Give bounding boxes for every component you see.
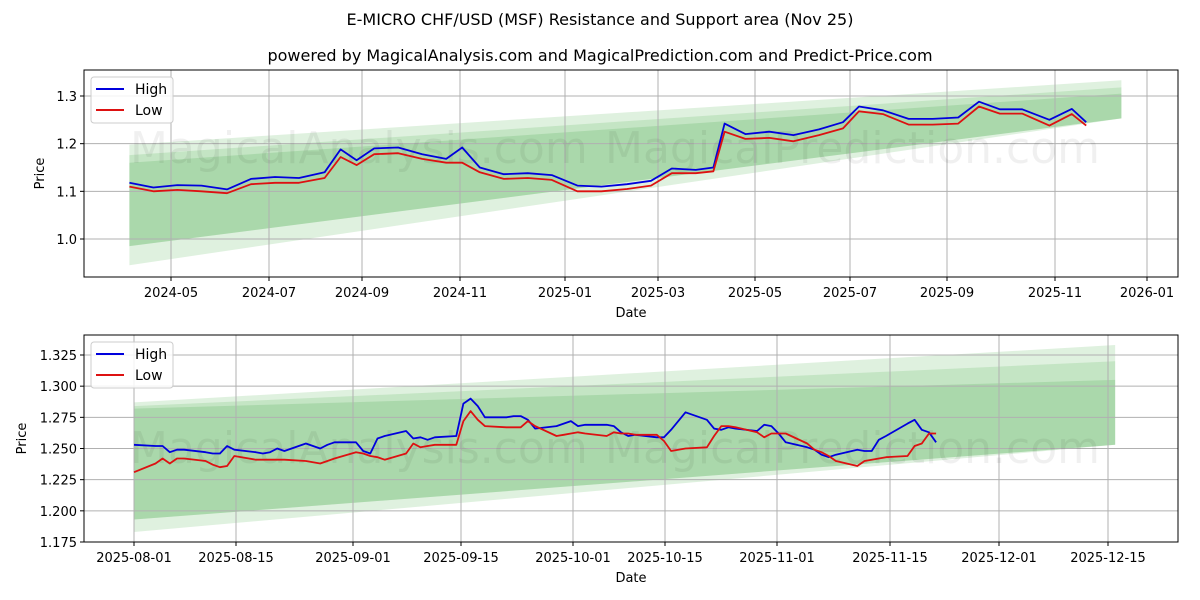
y-tick-label: 1.225	[40, 474, 77, 489]
y-tick-label: 1.250	[40, 443, 77, 458]
support-resistance-band-outer	[129, 80, 1122, 266]
x-tick-label: 2025-09-01	[315, 551, 391, 566]
legend-label-high: High	[135, 82, 167, 98]
plot-frame	[83, 334, 1179, 543]
x-tick-label: 2025-05	[728, 286, 782, 301]
x-tick-label: 2025-10-15	[627, 551, 703, 566]
x-tick-label: 2024-07	[242, 286, 296, 301]
y-axis-label: Price	[15, 423, 30, 455]
high-price-line	[129, 100, 1087, 191]
watermark-text: MagicalPrediction.com	[605, 423, 1100, 474]
legend: High Low	[90, 341, 174, 389]
x-tick-label: 2025-01	[538, 286, 592, 301]
low-price-line	[133, 410, 937, 474]
x-axis-label: Date	[615, 306, 646, 321]
support-resistance-band-inner	[129, 93, 1122, 247]
y-tick-label: 1.1	[56, 185, 77, 200]
plot-area: MagicalAnalysis.com MagicalPrediction.com	[84, 70, 1178, 277]
x-tick-label: 2025-08-15	[198, 551, 274, 566]
x-tick-label: 2025-11	[1028, 286, 1082, 301]
y-tick-label: 1.175	[40, 536, 77, 551]
support-resistance-band-middle	[129, 87, 1122, 247]
legend-label-low: Low	[135, 103, 163, 119]
y-tick-label: 1.325	[40, 349, 77, 364]
watermark-text: MagicalAnalysis.com	[130, 423, 588, 474]
y-tick-label: 1.0	[56, 233, 77, 248]
y-tick-label: 1.275	[40, 411, 77, 426]
legend-label-low: Low	[135, 368, 163, 384]
top-price-chart: MagicalAnalysis.com MagicalPrediction.com…	[33, 69, 1179, 321]
support-resistance-band-outer	[134, 345, 1116, 533]
x-tick-label: 2025-08-01	[96, 551, 172, 566]
y-tick-label: 1.300	[40, 380, 77, 395]
legend: High Low	[90, 76, 174, 124]
x-tick-label: 2024-11	[433, 286, 487, 301]
y-tick-label: 1.2	[56, 138, 77, 153]
x-tick-label: 2024-09	[335, 286, 389, 301]
x-tick-label: 2025-11-01	[739, 551, 815, 566]
chart-subtitle: powered by MagicalAnalysis.com and Magic…	[267, 46, 933, 65]
x-tick-label: 2025-07	[823, 286, 877, 301]
x-tick-label: 2024-05	[144, 286, 198, 301]
x-tick-label: 2025-09	[920, 286, 974, 301]
y-tick-label: 1.3	[56, 90, 77, 105]
x-tick-label: 2025-03	[631, 286, 685, 301]
legend-label-high: High	[135, 347, 167, 363]
watermark-text: MagicalAnalysis.com	[130, 123, 588, 174]
x-tick-label: 2025-11-15	[852, 551, 928, 566]
low-price-line	[129, 105, 1087, 195]
x-tick-label: 2025-09-15	[423, 551, 499, 566]
x-tick-label: 2025-10-01	[535, 551, 611, 566]
x-tick-label: 2025-12-01	[961, 551, 1037, 566]
watermark-text: MagicalPrediction.com	[605, 123, 1100, 174]
plot-area: MagicalAnalysis.com MagicalPrediction.com	[84, 335, 1178, 542]
x-axis-label: Date	[615, 571, 646, 586]
bottom-price-chart: MagicalAnalysis.com MagicalPrediction.com…	[15, 334, 1179, 586]
high-price-line	[133, 397, 937, 459]
chart-title: E-MICRO CHF/USD (MSF) Resistance and Sup…	[346, 10, 854, 29]
plot-frame	[83, 69, 1179, 278]
x-tick-label: 2025-12-15	[1070, 551, 1146, 566]
y-tick-label: 1.200	[40, 505, 77, 520]
x-tick-label: 2026-01	[1120, 286, 1174, 301]
support-resistance-band-inner	[134, 379, 1116, 520]
y-axis-label: Price	[33, 158, 48, 190]
